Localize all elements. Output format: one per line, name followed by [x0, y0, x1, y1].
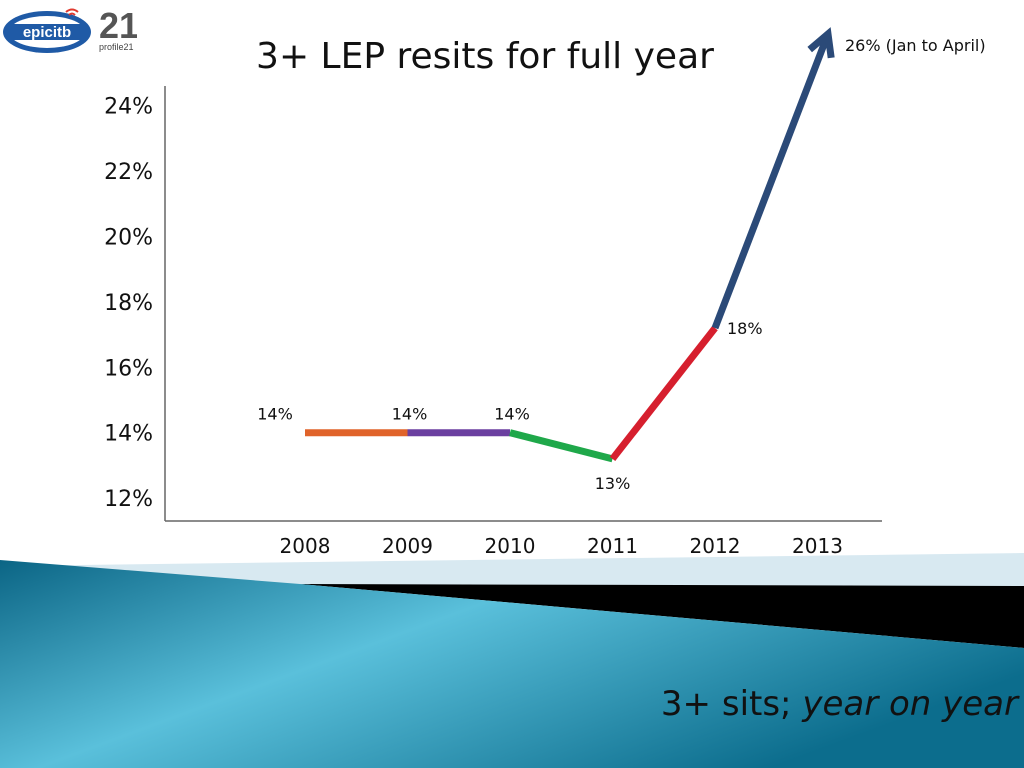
series-lines [305, 325, 718, 463]
arrow-head-icon [807, 27, 835, 59]
projection-line [711, 32, 832, 330]
x-tick-label: 2011 [587, 534, 638, 558]
footer-italic: year on year [802, 684, 1018, 724]
projection: 26% (Jan to April) [711, 27, 986, 330]
data-label: 18% [727, 319, 763, 338]
data-label: 13% [595, 474, 631, 493]
profile21-text: profile21 [99, 42, 134, 52]
y-tick-labels: 24% 22% 20% 18% 16% 14% 12% [104, 95, 153, 512]
profile21-number: 21 [99, 5, 137, 46]
profile21-logo: 21 profile21 [99, 5, 137, 52]
x-tick-label: 2013 [792, 534, 843, 558]
axes [164, 86, 882, 522]
footer-title: 3+ sits; year on year [661, 684, 1018, 724]
data-label: 14% [392, 405, 428, 424]
signal-icon [65, 8, 79, 16]
y-tick-label: 22% [104, 160, 153, 185]
x-tick-labels: 2008 2009 2010 2011 2012 2013 [280, 534, 843, 558]
data-labels: 14% 14% 14% 13% 18% [257, 319, 762, 493]
epicitb-logo: epicitb [3, 8, 91, 53]
series-segment [609, 325, 718, 462]
footer-plain: 3+ sits; [660, 684, 803, 724]
epicitb-logo-text: epicitb [23, 24, 71, 41]
y-tick-label: 16% [104, 356, 153, 381]
y-tick-label: 12% [104, 487, 153, 512]
line-chart: 24%22%20%18%16%14%12% 2008 2009 2010 2011 20… [104, 27, 986, 558]
x-tick-label: 2010 [485, 534, 536, 558]
y-tick-label: 14% [104, 422, 153, 447]
projection-label: 26% (Jan to April) [845, 36, 986, 55]
data-label: 14% [494, 405, 530, 424]
x-tick-label: 2009 [382, 534, 433, 558]
x-tick-label: 2008 [280, 534, 331, 558]
y-tick-label: 20% [104, 225, 153, 250]
pale-band [0, 553, 1024, 586]
blue-band [0, 560, 1024, 768]
y-tick-label: 24% [104, 95, 153, 120]
series-segment [509, 429, 614, 463]
slide-title: 3+ LEP resits for full year [256, 36, 714, 77]
y-tick-label: 18% [104, 291, 153, 316]
x-tick-label: 2012 [690, 534, 741, 558]
data-label: 14% [257, 405, 293, 424]
